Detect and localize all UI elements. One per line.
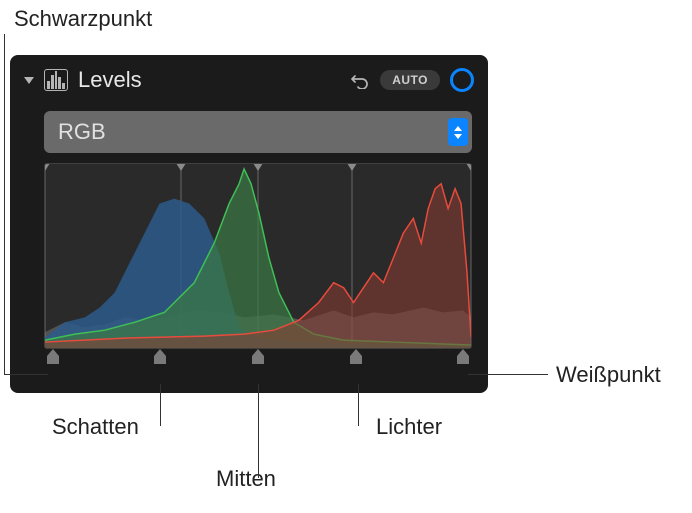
callout-highlights: Lichter xyxy=(376,414,442,440)
callout-line-hi xyxy=(358,384,359,426)
levels-panel: Levels AUTO RGB xyxy=(10,55,488,393)
levels-slider-track xyxy=(44,351,472,369)
channel-dropdown-label: RGB xyxy=(58,119,448,145)
disclosure-chevron-icon[interactable] xyxy=(24,77,34,84)
dropdown-stepper-icon xyxy=(448,118,468,146)
enabled-ring-icon[interactable] xyxy=(450,68,474,92)
histogram xyxy=(44,163,472,349)
callout-line-bp-v xyxy=(4,34,5,374)
callout-white-point: Weißpunkt xyxy=(556,362,661,388)
handle-white-point[interactable] xyxy=(456,349,470,365)
histogram-svg xyxy=(45,164,471,348)
callout-midtones: Mitten xyxy=(216,466,276,492)
callout-line-bp-h xyxy=(4,374,48,375)
callout-line-wp xyxy=(468,374,548,375)
handle-midtones[interactable] xyxy=(251,349,265,365)
handle-black-point[interactable] xyxy=(46,349,60,365)
handle-shadows[interactable] xyxy=(153,349,167,365)
channel-dropdown[interactable]: RGB xyxy=(44,111,472,153)
callout-line-mid xyxy=(258,384,259,478)
undo-icon[interactable] xyxy=(350,70,370,90)
callout-black-point: Schwarzpunkt xyxy=(14,6,152,32)
panel-title: Levels xyxy=(78,67,340,93)
panel-header: Levels AUTO xyxy=(10,55,488,105)
callout-line-sh xyxy=(160,384,161,426)
levels-icon xyxy=(44,69,68,91)
histogram-area xyxy=(44,163,472,368)
callout-shadows: Schatten xyxy=(52,414,139,440)
handle-highlights[interactable] xyxy=(349,349,363,365)
auto-button[interactable]: AUTO xyxy=(380,70,440,90)
